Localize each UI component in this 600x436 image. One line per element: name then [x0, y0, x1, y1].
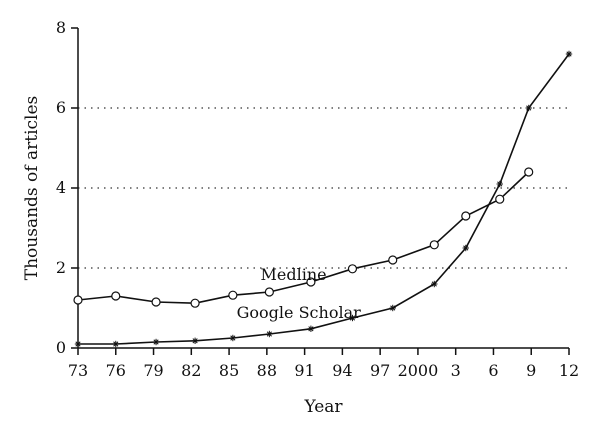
series-1-point-8	[389, 304, 396, 312]
series-label-0: Medline	[261, 265, 327, 284]
series-0-point-8	[388, 255, 398, 265]
x-tick-label-2: 79	[143, 361, 163, 380]
x-tick-label-5: 88	[257, 361, 277, 380]
series-1-point-13	[565, 50, 573, 58]
series-1-point-7	[349, 314, 356, 322]
series-1-point-0	[74, 340, 82, 348]
series-0-point-2	[151, 297, 161, 307]
y-tick-label-1: 2	[56, 258, 66, 277]
series-0-point-0	[73, 295, 83, 305]
series-1-point-11	[496, 180, 503, 188]
y-axis-title: Thousands of articles	[22, 96, 42, 281]
x-tick-label-8: 97	[370, 361, 390, 380]
y-tick-label-0: 0	[56, 338, 66, 357]
series-0-point-1	[111, 291, 121, 301]
series-0-point-4	[228, 290, 238, 300]
gridlines	[78, 107, 569, 269]
series-0-point-7	[347, 264, 358, 274]
series-0-point-12	[524, 167, 534, 177]
x-tick-label-4: 85	[219, 361, 239, 380]
x-tick-label-11: 6	[488, 361, 498, 380]
series-labels: Medline Google Scholar	[237, 265, 361, 322]
x-axis-title: Year	[303, 397, 343, 417]
x-tick-label-10: 3	[451, 361, 461, 380]
x-tick-label-13: 12	[559, 361, 579, 380]
tick-labels: 0 2 4 6 8 73 76 79 82 85 88 91 94 97 2000 3 6 9 12	[56, 18, 579, 380]
x-tick-label-1: 76	[106, 361, 126, 380]
series-0-point-5	[264, 287, 274, 297]
series-1-point-1	[112, 340, 119, 348]
series-label-1: Google Scholar	[237, 303, 361, 322]
series-markers	[73, 50, 573, 348]
series-1-point-5	[266, 330, 273, 338]
series-0-point-10	[461, 211, 471, 221]
x-tick-label-3: 82	[181, 361, 201, 380]
x-tick-label-6: 91	[294, 361, 314, 380]
series-1-point-12	[525, 104, 532, 112]
x-tick-label-12: 9	[526, 361, 536, 380]
series-0-point-11	[495, 194, 505, 204]
x-tick-label-0: 73	[68, 361, 88, 380]
y-tick-label-4: 8	[56, 18, 66, 37]
series-1-point-4	[229, 334, 237, 342]
x-tick-label-9: 2000	[398, 361, 439, 380]
y-tick-label-2: 4	[56, 178, 66, 197]
series-1-point-9	[431, 280, 438, 288]
series-0-point-3	[190, 298, 200, 308]
x-tick-label-7: 94	[332, 361, 352, 380]
series-line-1	[78, 53, 570, 345]
series-1-point-3	[191, 337, 199, 344]
series-1-point-6	[307, 325, 315, 332]
series-0-point-9	[429, 240, 439, 250]
series-1-point-2	[152, 338, 160, 346]
tick-marks	[71, 27, 570, 355]
series-0-point-6	[306, 277, 316, 287]
y-tick-label-3: 6	[56, 98, 66, 117]
series-1-point-10	[462, 244, 469, 252]
